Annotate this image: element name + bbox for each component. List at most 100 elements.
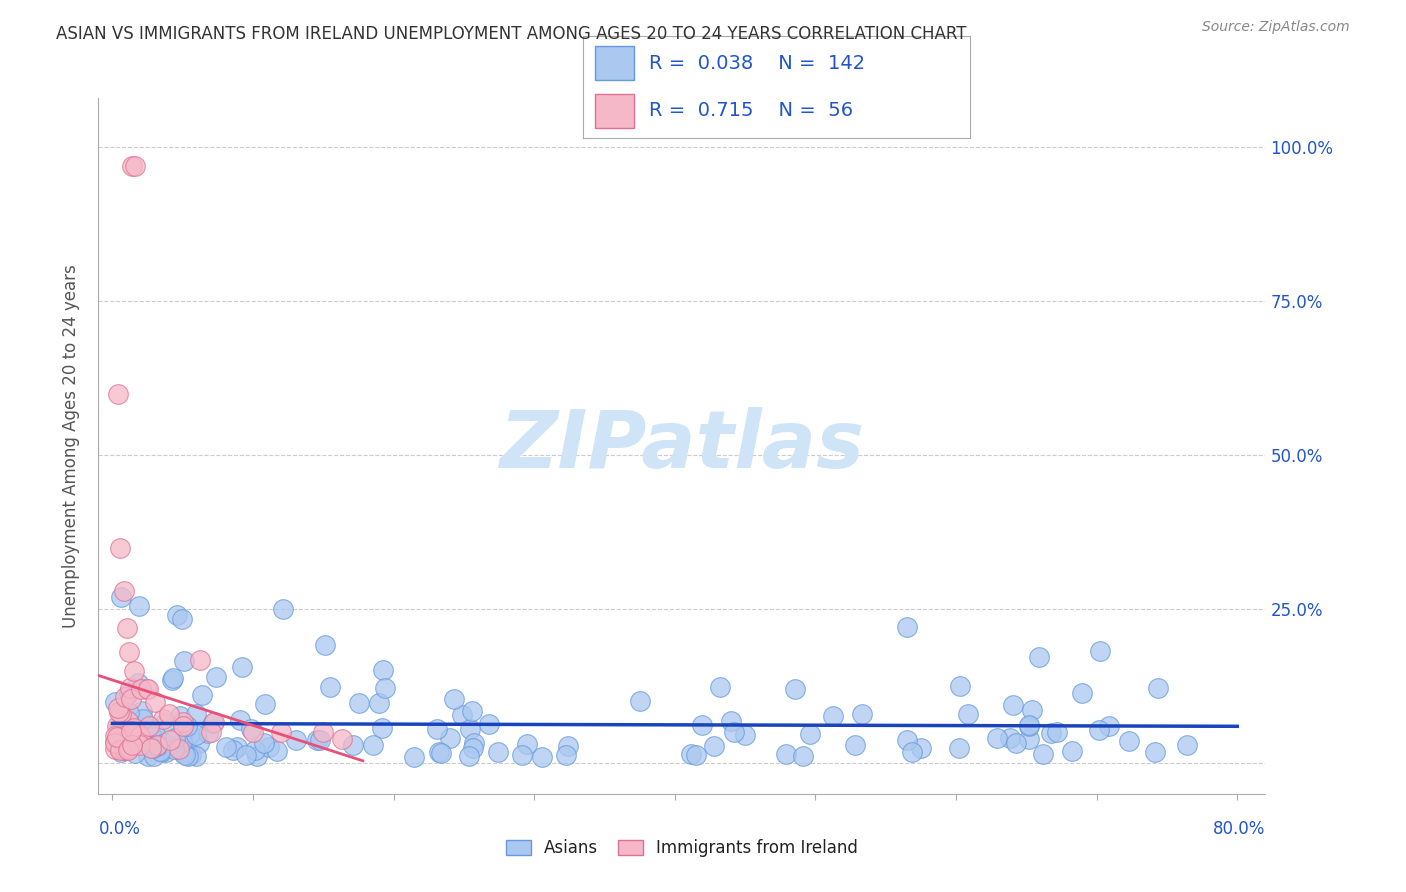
- Point: [117, 686, 139, 700]
- Point: [139, 723, 162, 737]
- Point: [516, 737, 538, 751]
- Point: [949, 679, 972, 693]
- Point: [143, 739, 166, 754]
- Point: [319, 681, 342, 695]
- Point: [1021, 702, 1043, 716]
- Point: [112, 717, 135, 731]
- Point: [179, 727, 201, 741]
- Point: [361, 738, 384, 752]
- Point: [775, 747, 797, 761]
- Point: [111, 729, 134, 743]
- Point: [235, 747, 257, 762]
- Point: [557, 739, 579, 754]
- Point: [685, 748, 707, 763]
- Point: [257, 740, 280, 755]
- Point: [173, 654, 195, 668]
- Point: [131, 705, 153, 719]
- Point: [371, 721, 394, 735]
- Point: [142, 741, 165, 756]
- Text: ASIAN VS IMMIGRANTS FROM IRELAND UNEMPLOYMENT AMONG AGES 20 TO 24 YEARS CORRELAT: ASIAN VS IMMIGRANTS FROM IRELAND UNEMPLO…: [56, 25, 967, 43]
- Point: [128, 599, 150, 613]
- Point: [110, 590, 132, 604]
- Point: [104, 735, 127, 749]
- Point: [153, 715, 176, 730]
- Point: [153, 736, 176, 750]
- Point: [1018, 719, 1040, 733]
- Point: [342, 738, 364, 752]
- Point: [910, 741, 932, 756]
- Point: [374, 681, 396, 696]
- Point: [443, 692, 465, 706]
- Y-axis label: Unemployment Among Ages 20 to 24 years: Unemployment Among Ages 20 to 24 years: [62, 264, 80, 628]
- Point: [330, 732, 353, 747]
- Point: [155, 746, 177, 760]
- Point: [124, 721, 146, 735]
- Point: [143, 694, 166, 708]
- Point: [1018, 731, 1040, 746]
- Point: [138, 719, 160, 733]
- Point: [112, 734, 135, 748]
- Point: [159, 733, 181, 747]
- Point: [184, 706, 207, 721]
- Point: [152, 712, 174, 726]
- Point: [458, 748, 481, 763]
- Point: [107, 722, 129, 736]
- Point: [172, 612, 194, 626]
- Point: [896, 620, 918, 634]
- Point: [120, 724, 142, 739]
- Point: [349, 696, 371, 710]
- Point: [169, 708, 191, 723]
- Point: [117, 723, 139, 737]
- Point: [169, 741, 191, 756]
- Point: [122, 664, 145, 678]
- Point: [110, 745, 132, 759]
- Point: [240, 722, 263, 736]
- Point: [128, 738, 150, 752]
- Point: [1039, 726, 1062, 740]
- Point: [225, 739, 247, 754]
- Point: [166, 608, 188, 623]
- Point: [266, 744, 288, 758]
- Point: [270, 725, 292, 739]
- Point: [998, 731, 1021, 745]
- Point: [307, 733, 329, 747]
- Point: [1088, 723, 1111, 738]
- Point: [427, 745, 450, 759]
- Point: [308, 733, 330, 747]
- Point: [204, 715, 226, 730]
- Point: [901, 746, 924, 760]
- Point: [188, 653, 211, 667]
- Point: [271, 602, 294, 616]
- Point: [555, 747, 578, 762]
- Point: [253, 698, 276, 712]
- Point: [104, 741, 127, 756]
- Point: [108, 541, 131, 555]
- Point: [138, 738, 160, 752]
- Point: [110, 707, 132, 722]
- Point: [104, 729, 127, 743]
- Point: [163, 731, 186, 746]
- Point: [242, 725, 264, 739]
- Point: [246, 748, 269, 763]
- Legend: Asians, Immigrants from Ireland: Asians, Immigrants from Ireland: [498, 830, 866, 865]
- Point: [177, 749, 200, 764]
- Point: [451, 707, 474, 722]
- Point: [146, 739, 169, 753]
- Point: [127, 725, 149, 739]
- Point: [458, 722, 481, 736]
- Point: [115, 621, 138, 635]
- Point: [124, 159, 146, 173]
- Point: [1028, 649, 1050, 664]
- Point: [229, 713, 252, 727]
- Point: [799, 727, 821, 741]
- Point: [157, 706, 180, 721]
- Point: [108, 705, 131, 719]
- Point: [124, 747, 146, 761]
- Point: [176, 719, 198, 733]
- Point: [114, 740, 136, 755]
- Point: [1032, 747, 1054, 761]
- Point: [174, 747, 197, 762]
- Point: [461, 704, 484, 718]
- Point: [107, 701, 129, 715]
- Point: [703, 739, 725, 753]
